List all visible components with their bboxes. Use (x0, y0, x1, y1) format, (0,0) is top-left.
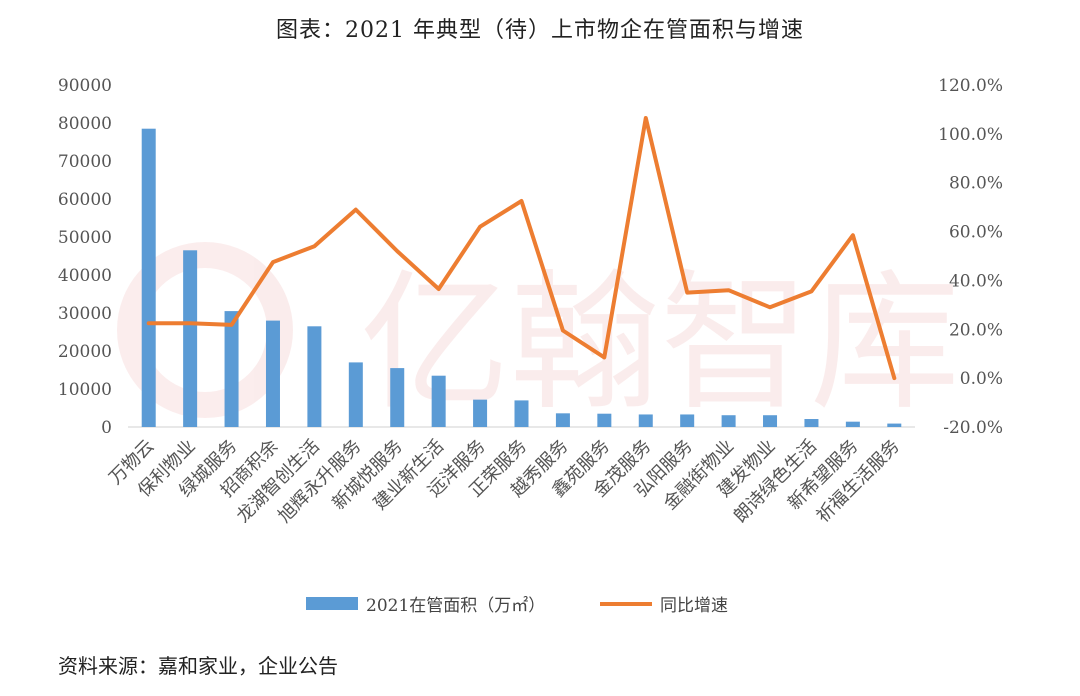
bar (473, 399, 488, 427)
bar (638, 414, 653, 427)
right-tick-label: 120.0% (938, 76, 1003, 96)
bar (265, 320, 280, 427)
legend-bar-label: 2021在管面积（万㎡） (366, 596, 545, 616)
left-tick-label: 40000 (58, 266, 112, 286)
category-labels: 万物云保利物业绿城服务招商积余龙湖智创生活旭辉永升服务新城悦服务建业新生活远洋服… (105, 436, 904, 527)
legend: 2021在管面积（万㎡） 同比增速 (306, 596, 728, 616)
bar (224, 311, 239, 427)
bar (887, 423, 902, 427)
bar (141, 128, 156, 427)
bar (431, 375, 446, 427)
right-tick-label: -20.0% (943, 418, 1003, 438)
bar (680, 414, 695, 427)
left-tick-label: 30000 (58, 304, 112, 324)
left-tick-label: 0 (101, 418, 112, 438)
legend-line-label: 同比增速 (660, 596, 728, 616)
bar (390, 368, 405, 427)
right-tick-label: 100.0% (938, 125, 1003, 145)
legend-bar-swatch (306, 597, 358, 610)
left-axis: 0 10000 20000 30000 40000 50000 60000 70000 8000… (58, 76, 112, 438)
right-tick-label: 80.0% (949, 174, 1003, 194)
watermark-logo: 亿翰智库 (117, 242, 960, 431)
bar (307, 326, 322, 427)
bar (348, 362, 363, 427)
right-tick-label: 0.0% (960, 369, 1003, 389)
bar (763, 415, 778, 427)
bar-series (141, 128, 902, 427)
left-tick-label: 10000 (58, 380, 112, 400)
growth-line (146, 116, 897, 381)
bar (721, 415, 736, 427)
left-tick-label: 80000 (58, 114, 112, 134)
left-tick-label: 20000 (58, 342, 112, 362)
bar (597, 413, 612, 427)
line-series (146, 116, 897, 381)
bar (183, 250, 198, 427)
watermark-text: 亿翰智库 (360, 257, 960, 431)
bar (804, 419, 819, 427)
bar (845, 421, 860, 427)
bar (555, 413, 570, 427)
left-tick-label: 50000 (58, 228, 112, 248)
right-axis: -20.0% 0.0% 20.0% 40.0% 60.0% 80.0% 100.0% 120.… (938, 76, 1003, 438)
left-tick-label: 70000 (58, 152, 112, 172)
right-tick-label: 20.0% (949, 320, 1003, 340)
bar (514, 400, 529, 427)
source-note: 资料来源：嘉和家业，企业公告 (58, 654, 338, 678)
right-tick-label: 60.0% (949, 223, 1003, 243)
left-tick-label: 90000 (58, 76, 112, 96)
chart-title: 图表：2021 年典型（待）上市物企在管面积与增速 (276, 18, 804, 43)
left-tick-label: 60000 (58, 190, 112, 210)
right-tick-label: 40.0% (949, 271, 1003, 291)
